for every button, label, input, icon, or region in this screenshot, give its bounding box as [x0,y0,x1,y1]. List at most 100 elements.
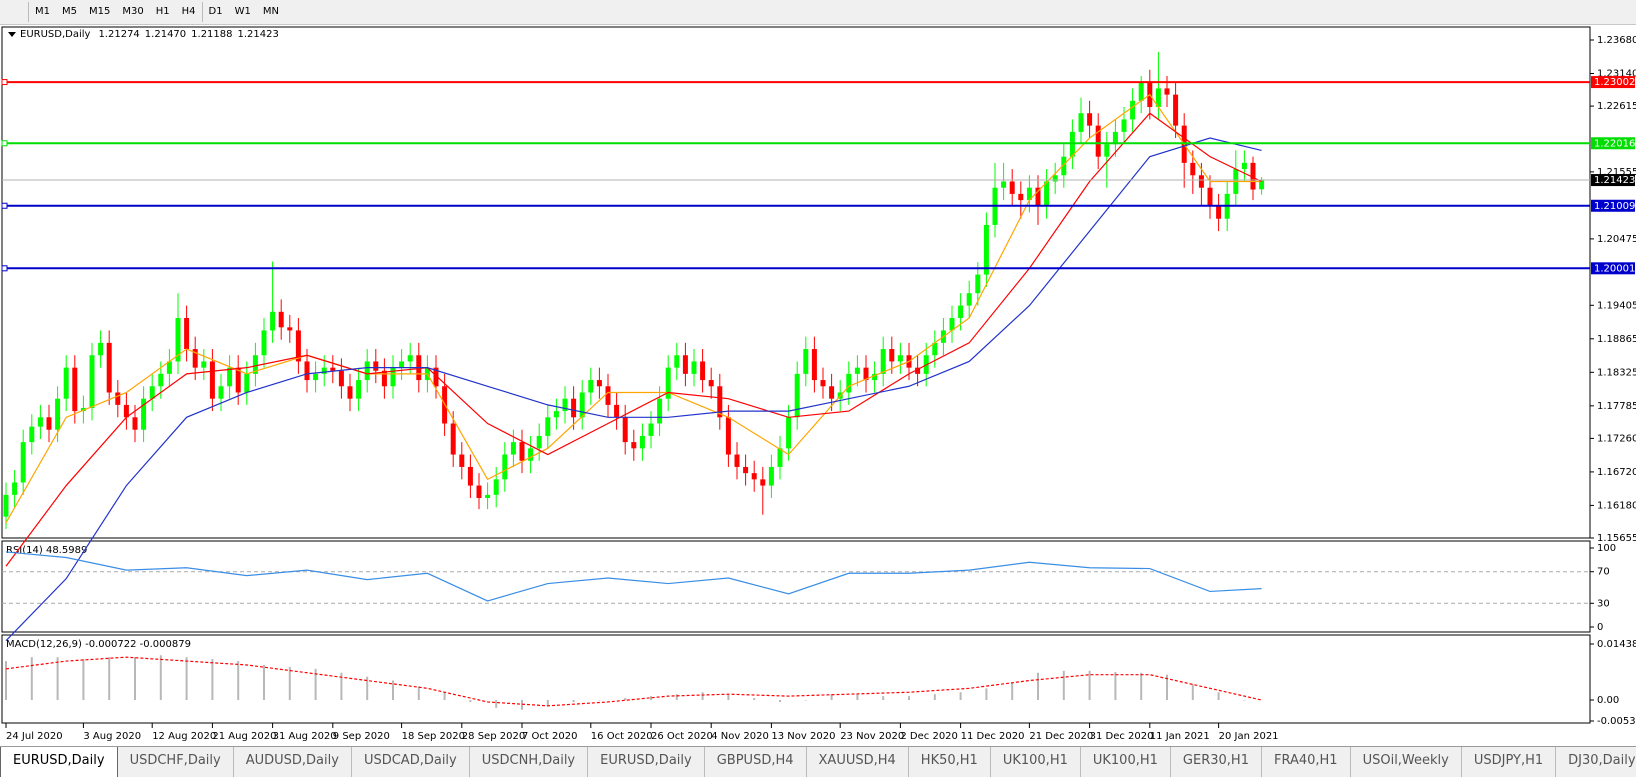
pane-menu-arrow [8,32,16,37]
chart-tab[interactable]: USDCAD,Daily [352,747,470,777]
level-box [1591,199,1635,212]
timeframe-button[interactable]: M15 [89,6,111,17]
candle-body [1044,181,1050,207]
candle-body [915,367,921,374]
x-tick-label: 20 Jan 2021 [1219,731,1279,742]
candle-body [631,442,637,449]
y-tick-label: 0.00 [1597,695,1619,706]
macd-histogram-bar [779,700,781,702]
candle-body [209,361,215,399]
candle-body [889,349,895,362]
candle-body [106,342,112,393]
chart-tab[interactable]: USDJPY,H1 [1462,747,1557,777]
macd-histogram-bar [134,657,136,701]
chart-window: EURUSD,Daily 1.21274 1.21470 1.21188 1.21423… [1,26,1636,742]
rsi-title: RSI(14) 48.5989 [6,545,87,556]
candle-body [485,494,491,498]
candle-body [330,367,336,371]
candle-body [20,442,26,483]
candle-body [682,355,688,374]
chart-tab[interactable]: EURUSD,Daily [588,747,705,777]
x-tick-label: 26 Oct 2020 [651,731,713,742]
x-tick-label: 11 Jan 2021 [1150,731,1210,742]
chart-tab[interactable]: DJ30,Daily [1556,747,1636,777]
macd-histogram-bar [985,688,988,701]
timeframe-button[interactable]: M30 [122,6,144,17]
chart-tab[interactable]: USDCHF,Daily [118,747,234,777]
chart-tab[interactable]: USDCNH,Daily [470,747,589,777]
chart-tab[interactable]: FRA40,H1 [1262,747,1351,777]
macd-histogram-bar [546,700,549,706]
y-tick-label: 0 [1597,622,1603,633]
timeframe-button[interactable]: M5 [62,6,77,17]
candle-body [132,417,138,430]
rsi-pane [1,540,1591,633]
timeframe-button[interactable]: D1 [201,2,229,22]
macd-histogram-bar [1088,670,1091,701]
candle-body [390,367,396,387]
candle-body [356,380,362,399]
candle-body [29,426,35,443]
candle-body [691,361,697,374]
candle-body [123,404,129,418]
chart-tab[interactable]: EURUSD,Daily [0,747,118,777]
candle-body [201,361,207,368]
chart-header: EURUSD,Daily 1.21274 1.21470 1.21188 1.21423 [20,29,279,40]
candle-body [846,373,852,393]
chart-tab[interactable]: UK100,H1 [991,747,1081,777]
timeframe-button[interactable]: M1 [35,6,50,17]
chart-tab[interactable]: HK50,H1 [909,747,991,777]
candle-body [519,442,525,461]
candle-body [553,411,559,418]
candle-body [12,482,18,495]
chart-tab[interactable]: UK100,H1 [1081,747,1171,777]
timeframe-button[interactable]: H1 [155,6,170,17]
timeframe-button[interactable]: W1 [234,6,251,17]
candle-body [115,392,121,405]
candle-body [149,386,155,399]
candle-body [717,386,723,418]
candle-body [338,370,344,387]
macd-pane [1,634,1591,724]
macd-histogram-bar [1191,684,1194,701]
timeframe-button[interactable]: MN [262,6,279,17]
x-tick-label: 21 Dec 2020 [1029,731,1093,742]
chart-tab[interactable]: XAUUSD,H4 [807,747,909,777]
candle-body [72,367,78,412]
candle-body [1138,82,1144,101]
x-tick-label: 7 Oct 2020 [522,731,577,742]
candle-body [166,361,172,374]
candle-body [734,454,740,467]
chart-tab[interactable]: AUDUSD,Daily [234,747,352,777]
macd-histogram-bar [1011,682,1014,701]
timeframe-button[interactable]: H4 [181,6,196,17]
macd-histogram-bar [856,694,859,701]
candle-body [1009,181,1015,194]
x-tick-label: 11 Dec 2020 [961,731,1025,742]
candle-body [373,361,379,371]
candle-body [1207,187,1213,207]
y-tick-label: 1.18325 [1597,367,1636,378]
macd-histogram-bar [288,666,291,701]
candle-body [983,224,989,275]
macd-histogram-bar [624,698,627,701]
chart-tab[interactable]: USOil,Weekly [1351,747,1462,777]
y-tick-label: 1.17260 [1597,433,1636,444]
high-label: 1.21470 [145,29,186,40]
x-tick-label: 21 Aug 2020 [212,731,276,742]
y-tick-label: 1.15655 [1597,533,1636,544]
candle-body [304,361,310,381]
candle-body [433,367,439,387]
candle-body [1001,181,1007,188]
level-label: 1.23002 [1594,77,1635,88]
indicator-line [5,93,1262,524]
candle-body [313,373,319,381]
chart-tab[interactable]: GBPUSD,H4 [705,747,807,777]
x-tick-label: 13 Nov 2020 [771,731,835,742]
macd-histogram-bar [908,696,910,701]
x-tick-label: 4 Nov 2020 [711,731,769,742]
candle-body [657,398,663,424]
y-tick-label: 1.16720 [1597,467,1636,478]
chart-tab[interactable]: GER30,H1 [1171,747,1262,777]
candle-body [958,305,964,319]
